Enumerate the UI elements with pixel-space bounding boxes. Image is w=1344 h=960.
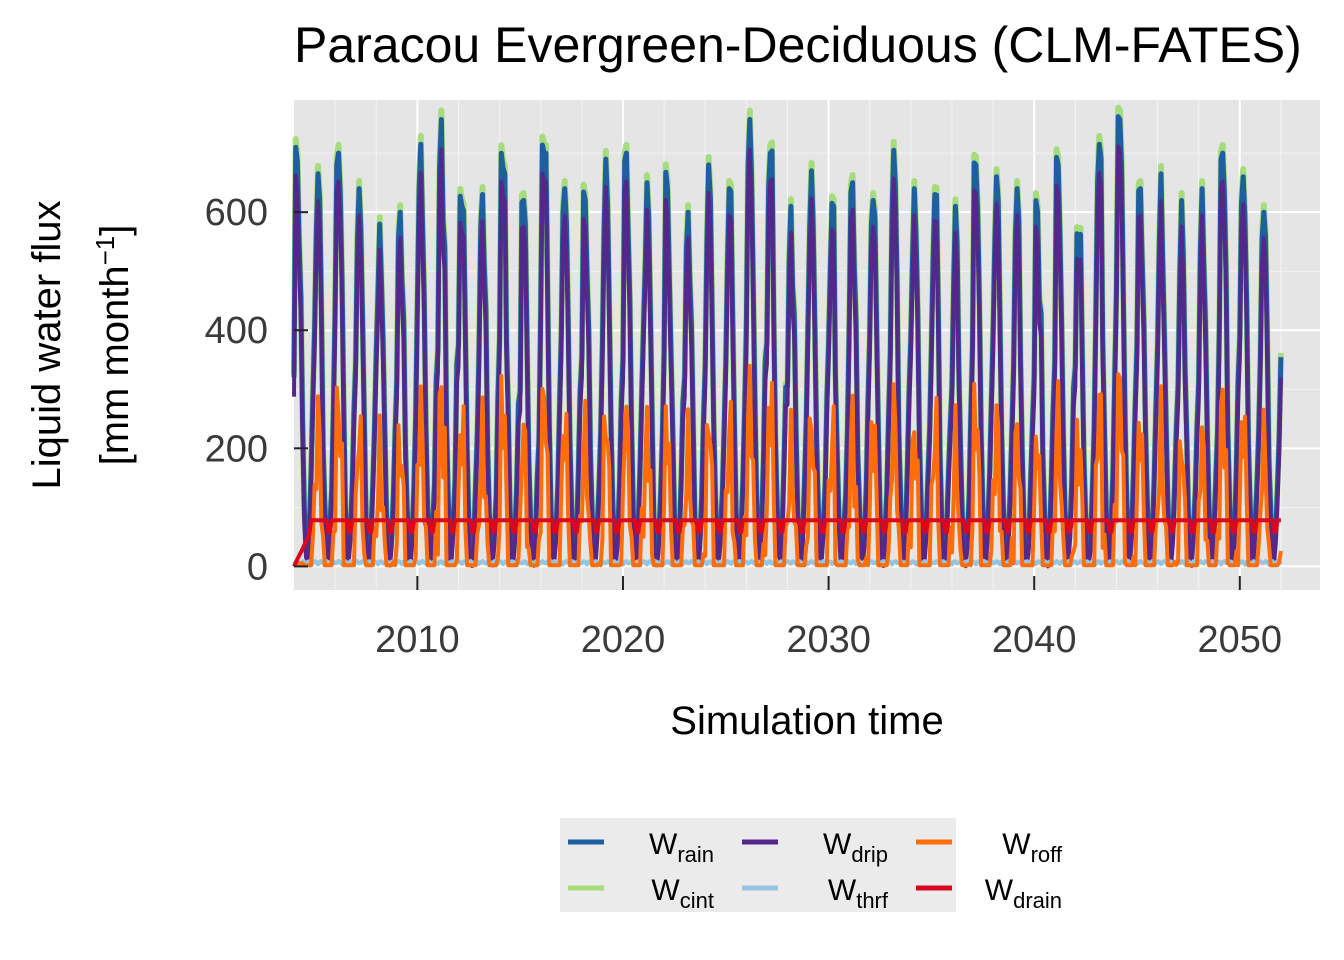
axis-ticks: 2010 2020 2030 2040 2050 0 200 400 600	[205, 192, 1282, 661]
legend-label-roff: Wroff	[1002, 828, 1063, 867]
x-axis-label: Simulation time	[670, 699, 943, 743]
y-axis-label-line1: Liquid water flux	[25, 200, 69, 489]
x-tick-label: 2010	[375, 619, 460, 661]
y-tick-label: 0	[247, 546, 268, 588]
y-axis-label-sup: −1	[90, 236, 120, 266]
y-axis-label-close: ]	[93, 225, 137, 236]
chart-title: Paracou Evergreen-Deciduous (CLM-FATES)	[294, 17, 1302, 73]
legend-label-cint: Wcint	[651, 874, 714, 913]
y-axis-label: Liquid water flux [mm month−1]	[25, 200, 137, 489]
y-tick-label: 200	[205, 428, 268, 470]
series-line-drain	[292, 518, 1282, 568]
legend-label-drain: Wdrain	[985, 874, 1062, 913]
y-tick-label: 400	[205, 310, 268, 352]
y-axis-label-unit: [mm month	[93, 265, 137, 465]
series-layer	[291, 104, 1284, 569]
series-line-drip	[292, 144, 1283, 569]
legend-label-drip: Wdrip	[823, 828, 888, 867]
x-tick-label: 2050	[1198, 619, 1283, 661]
x-tick-label: 2030	[786, 619, 871, 661]
x-tick-label: 2040	[992, 619, 1077, 661]
y-axis-label-line2: [mm month−1]	[90, 225, 137, 466]
legend: Wrain Wcint Wdrip Wthrf Wroff Wdrain	[560, 818, 1063, 913]
x-tick-label: 2020	[581, 619, 666, 661]
legend-label-thrf: Wthrf	[828, 874, 889, 913]
legend-label-rain: Wrain	[649, 828, 714, 867]
legend-box	[560, 818, 956, 912]
y-tick-label: 600	[205, 192, 268, 234]
